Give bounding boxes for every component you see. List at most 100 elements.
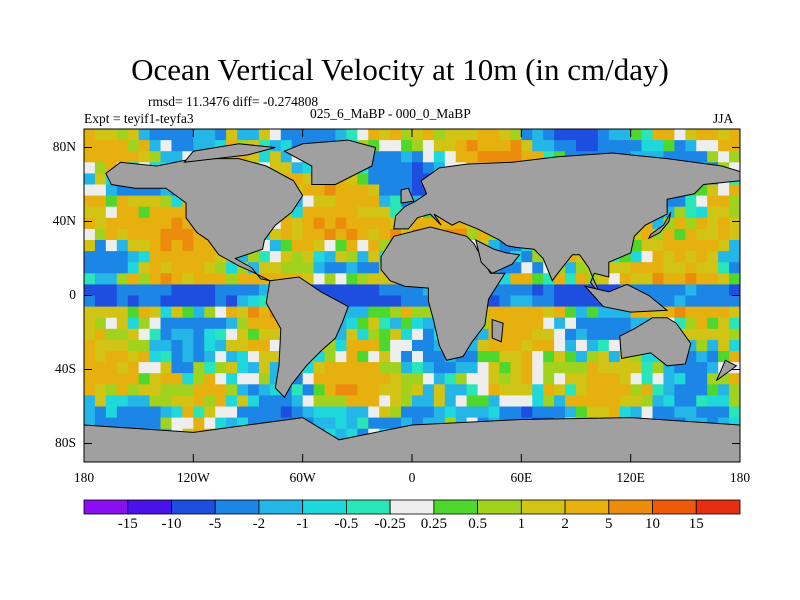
field-cell — [149, 184, 162, 197]
field-cell — [105, 373, 118, 385]
field-cell — [729, 228, 740, 241]
field-cell — [641, 228, 654, 241]
field-cell — [368, 284, 380, 296]
field-cell — [608, 129, 621, 141]
field-cell — [258, 351, 271, 363]
field-cell — [160, 184, 172, 197]
field-cell — [674, 317, 686, 330]
field-cell — [357, 173, 369, 185]
field-cell — [346, 428, 358, 441]
field-cell — [543, 384, 555, 396]
field-cell — [390, 306, 402, 319]
field-cell — [368, 184, 380, 197]
field-cell — [707, 273, 719, 285]
field-cell — [160, 373, 172, 385]
field-cell — [302, 184, 315, 197]
land-north-america — [105, 158, 304, 282]
field-cell — [652, 384, 664, 396]
lat-tick-label: 0 — [69, 286, 76, 302]
field-cell — [84, 129, 96, 141]
field-cell — [84, 140, 96, 152]
field-cell — [390, 206, 402, 219]
field-cell — [652, 373, 664, 385]
field-cell — [554, 362, 566, 374]
field-cell — [105, 151, 118, 163]
field-cell — [313, 195, 326, 208]
field-cell — [116, 217, 129, 230]
field-cell — [412, 295, 424, 308]
field-cell — [94, 339, 107, 352]
field-cell — [455, 140, 468, 152]
field-cell — [368, 351, 380, 363]
field-cell — [138, 273, 151, 285]
field-cell — [335, 406, 347, 419]
field-cell — [226, 362, 238, 374]
field-cell — [171, 373, 183, 385]
field-cell — [597, 317, 610, 330]
field-cell — [204, 284, 216, 296]
field-cell — [182, 395, 194, 407]
field-cell — [335, 228, 347, 241]
field-cell — [193, 140, 205, 152]
stats-line: rmsd= 11.3476 diff= -0.274808 — [148, 94, 319, 109]
field-cell — [532, 317, 544, 330]
field-cell — [302, 384, 315, 396]
field-cell — [116, 373, 129, 385]
field-cell — [674, 228, 686, 241]
field-cell — [390, 140, 402, 152]
field-cell — [390, 151, 402, 163]
field-cell — [248, 351, 260, 363]
field-cell — [291, 162, 304, 174]
field-cell — [171, 317, 183, 330]
field-cell — [379, 184, 391, 197]
field-cell — [390, 417, 402, 430]
field-cell — [379, 284, 391, 296]
field-cell — [182, 251, 194, 263]
field-cell — [608, 395, 621, 407]
field-cell — [718, 406, 730, 419]
field-cell — [324, 206, 336, 219]
field-cell — [412, 395, 424, 407]
field-cell — [237, 406, 249, 419]
field-cell — [346, 217, 358, 230]
field-cell — [269, 373, 282, 385]
lat-tick-label: 40N — [52, 212, 76, 228]
field-cell — [149, 262, 162, 274]
field-cell — [182, 306, 194, 319]
field-cell — [586, 140, 599, 152]
land-africa — [380, 226, 506, 361]
field-cell — [335, 417, 347, 430]
field-cell — [422, 129, 435, 141]
field-cell — [116, 406, 129, 419]
field-cell — [630, 384, 643, 396]
field-cell — [521, 373, 533, 385]
field-cell — [84, 351, 96, 363]
field-cell — [499, 384, 511, 396]
field-cell — [160, 395, 172, 407]
field-cell — [182, 351, 194, 363]
field-cell — [269, 339, 282, 352]
field-cell — [269, 273, 282, 285]
field-cell — [685, 151, 697, 163]
field-cell — [674, 306, 686, 319]
field-cell — [696, 251, 708, 263]
field-cell — [105, 362, 118, 374]
field-cell — [696, 384, 708, 396]
field-cell — [652, 151, 664, 163]
field-cell — [215, 362, 227, 374]
field-cell — [105, 395, 118, 407]
field-cell — [718, 395, 730, 407]
field-cell — [685, 240, 697, 252]
colorbar-label: -0.5 — [334, 516, 359, 532]
field-cell — [193, 384, 205, 396]
land-new-zealand — [715, 359, 738, 382]
field-cell — [532, 351, 544, 363]
field-cell — [215, 140, 227, 152]
field-cell — [576, 373, 588, 385]
field-cell — [433, 351, 446, 363]
field-cell — [248, 373, 260, 385]
field-cell — [138, 339, 151, 352]
field-cell — [565, 406, 577, 419]
field-cell — [160, 317, 172, 330]
field-cell — [138, 217, 151, 230]
